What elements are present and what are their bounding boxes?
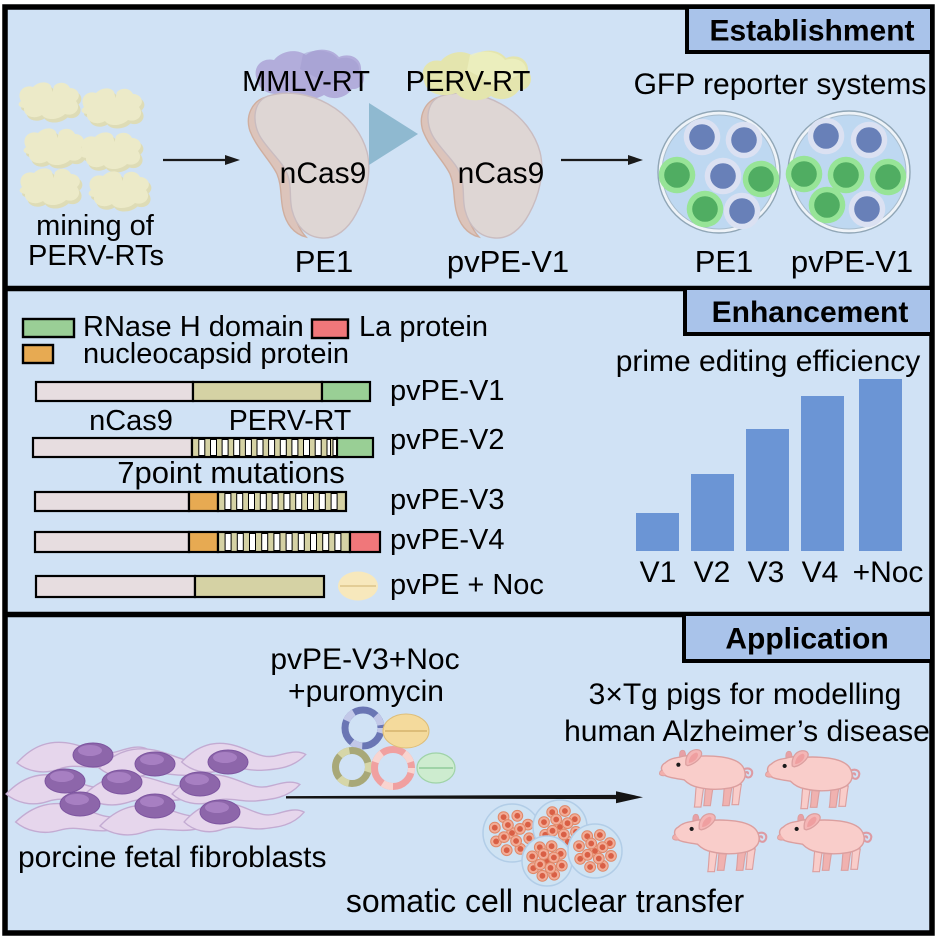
svg-text:porcine fetal fibroblasts: porcine fetal fibroblasts (18, 841, 327, 874)
svg-text:PE1: PE1 (695, 244, 754, 279)
svg-text:pvPE-V1: pvPE-V1 (390, 375, 504, 407)
svg-text:PE1: PE1 (295, 244, 354, 279)
svg-text:PERV-RT: PERV-RT (229, 405, 352, 437)
svg-text:nucleocapsid protein: nucleocapsid protein (83, 338, 349, 370)
svg-text:pvPE-V1: pvPE-V1 (447, 244, 569, 279)
svg-text:La protein: La protein (359, 311, 488, 343)
svg-text:Enhancement: Enhancement (712, 296, 909, 329)
svg-text:V3: V3 (748, 556, 785, 589)
svg-text:RNase H domain: RNase H domain (83, 311, 304, 343)
svg-text:+Noc: +Noc (853, 556, 924, 589)
svg-text:pvPE + Noc: pvPE + Noc (390, 569, 544, 601)
svg-text:V1: V1 (640, 556, 677, 589)
svg-text:PERV-RTs: PERV-RTs (28, 240, 164, 272)
svg-text:7point mutations: 7point mutations (117, 455, 344, 490)
svg-text:nCas9: nCas9 (458, 157, 545, 190)
svg-text:nCas9: nCas9 (280, 157, 367, 190)
svg-text:GFP reporter systems: GFP reporter systems (634, 68, 927, 101)
svg-text:+puromycin: +puromycin (288, 675, 444, 708)
svg-text:nCas9: nCas9 (89, 405, 173, 437)
svg-text:prime editing efficiency: prime editing efficiency (616, 345, 921, 378)
svg-text:mining of: mining of (36, 210, 155, 242)
svg-text:MMLV-RT: MMLV-RT (242, 66, 370, 98)
svg-text:pvPE-V3: pvPE-V3 (390, 484, 504, 516)
svg-text:PERV-RT: PERV-RT (406, 66, 531, 98)
svg-text:somatic cell nuclear transfer: somatic cell nuclear transfer (346, 883, 745, 919)
svg-text:V2: V2 (694, 556, 731, 589)
svg-text:V4: V4 (802, 556, 839, 589)
svg-text:Application: Application (725, 622, 888, 655)
svg-text:human Alzheimer’s disease: human Alzheimer’s disease (564, 715, 930, 748)
svg-text:Establishment: Establishment (709, 14, 914, 47)
svg-text:3×Tg pigs for modelling: 3×Tg pigs for modelling (589, 678, 902, 711)
svg-text:pvPE-V3+Noc: pvPE-V3+Noc (270, 643, 459, 676)
svg-text:pvPE-V1: pvPE-V1 (791, 244, 913, 279)
svg-text:pvPE-V2: pvPE-V2 (390, 424, 504, 456)
svg-text:pvPE-V4: pvPE-V4 (390, 524, 504, 556)
